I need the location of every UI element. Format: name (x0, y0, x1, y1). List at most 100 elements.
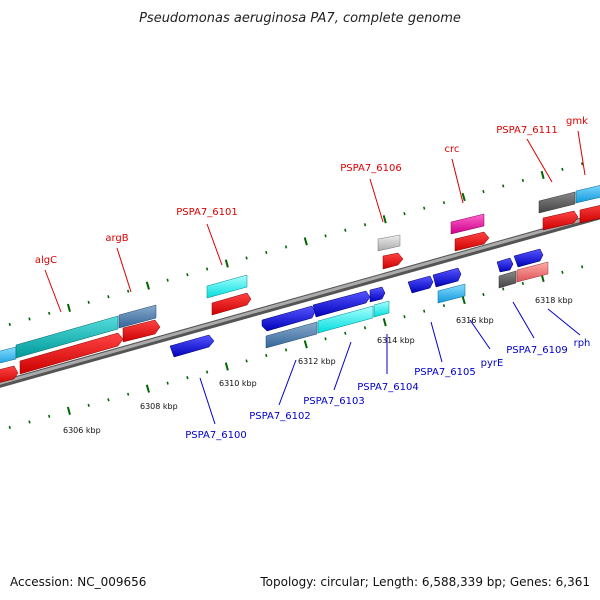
gene-blue-7[interactable] (496, 257, 514, 273)
gene-pspa7-6101[interactable] (206, 274, 248, 299)
scale-major-tick (382, 318, 387, 327)
label-pspa7-6106[interactable]: PSPA7_6106 (340, 163, 401, 174)
scale-minor-tick (580, 265, 584, 269)
gene-crc[interactable] (450, 213, 485, 235)
gene-algc-body[interactable] (15, 315, 119, 359)
gene-red-2[interactable] (19, 332, 124, 375)
gene-blue-8[interactable] (513, 248, 544, 268)
label-pspa7-6101[interactable]: PSPA7_6101 (176, 207, 237, 218)
scale-minor-tick (344, 331, 347, 335)
upper-scale-track (8, 162, 584, 327)
scale-major-tick (303, 237, 308, 246)
label-pspa7-6109[interactable]: PSPA7_6109 (506, 345, 567, 356)
scale-minor-tick (245, 359, 248, 363)
scale-minor-tick (48, 414, 51, 418)
label-pspa7-6102[interactable]: PSPA7_6102 (249, 411, 310, 422)
scale-minor-tick (186, 376, 189, 380)
scale-major-tick (224, 259, 229, 268)
scale-minor-tick (403, 212, 406, 216)
label-pspa7-6104[interactable]: PSPA7_6104 (357, 382, 418, 393)
scale-minor-tick (127, 289, 130, 293)
scale-minor-tick (127, 392, 130, 396)
scale-minor-tick (107, 295, 110, 299)
gene-red-3[interactable] (122, 319, 161, 343)
scale-minor-tick (205, 370, 209, 374)
scale-minor-tick (28, 420, 31, 424)
gene-pyre[interactable] (437, 283, 466, 304)
scale-major-tick (66, 406, 71, 415)
gene-pspa7-6109[interactable] (498, 270, 517, 289)
topology-text: Topology: circular; Length: 6,588,339 bp… (259, 575, 590, 589)
gene-pspa7-6100[interactable] (169, 334, 215, 358)
genome-backbone (0, 212, 600, 388)
scale-major-tick (145, 281, 150, 290)
gene-red-7[interactable] (542, 210, 579, 231)
scale-minor-tick (344, 228, 347, 232)
gene-blue-6[interactable] (432, 267, 462, 288)
gene-red-6[interactable] (454, 231, 490, 252)
scale-major-tick (382, 215, 387, 224)
gene-blue-4[interactable] (369, 286, 386, 303)
bottom-genes (169, 248, 549, 358)
gene-blue-2[interactable] (261, 305, 316, 332)
accession-text: Accession: NC_009656 (10, 575, 146, 589)
gene-pspa7-6111[interactable] (538, 191, 576, 214)
label-pspa7-6105[interactable]: PSPA7_6105 (414, 367, 475, 378)
label-gmk[interactable]: gmk (566, 116, 588, 127)
scale-minor-tick (28, 317, 31, 321)
scale-major-tick (66, 303, 71, 312)
label-algc[interactable]: algC (35, 255, 57, 266)
scale-minor-tick (324, 337, 327, 341)
scale-major-tick (224, 362, 229, 371)
label-argb[interactable]: argB (105, 233, 128, 244)
label-crc[interactable]: crc (445, 144, 460, 155)
scale-minor-tick (205, 267, 209, 271)
label-pspa7-6103[interactable]: PSPA7_6103 (303, 396, 364, 407)
scale-major-tick (540, 170, 545, 180)
scale-major-tick (303, 340, 308, 349)
gene-gmk[interactable] (575, 183, 600, 204)
scale-minor-tick (87, 300, 90, 304)
scale-minor-tick (482, 292, 485, 297)
gene-pspa7-6105[interactable] (407, 275, 434, 294)
gene-red-4[interactable] (211, 292, 252, 316)
scale-minor-tick (265, 353, 268, 358)
label-pyre[interactable]: pyrE (481, 358, 504, 369)
scale-label-6314: 6314 kbp (377, 336, 415, 345)
gene-pspa7-6103[interactable] (317, 305, 374, 334)
gene-pspa7-6102[interactable] (265, 321, 318, 349)
map-title: Pseudomonas aeruginosa PA7, complete gen… (139, 11, 461, 26)
scale-label-6312: 6312 kbp (298, 357, 336, 366)
scale-major-tick (145, 384, 150, 393)
scale-minor-tick (561, 167, 564, 171)
lower-scale-track (8, 265, 584, 430)
scale-minor-tick (502, 184, 505, 188)
gene-pspa7-6104[interactable] (373, 300, 390, 318)
gene-red-1[interactable] (0, 365, 19, 385)
gene-rph[interactable] (516, 261, 549, 283)
scale-minor-tick (284, 245, 288, 249)
scale-minor-tick (561, 270, 564, 274)
scale-minor-tick (442, 304, 446, 308)
scale-major-tick (461, 192, 466, 202)
label-rph[interactable]: rph (574, 338, 591, 349)
scale-minor-tick (166, 381, 169, 385)
gene-blue-3[interactable] (312, 290, 371, 318)
label-pspa7-6111[interactable]: PSPA7_6111 (496, 125, 557, 136)
scale-label-6308: 6308 kbp (140, 402, 178, 411)
scale-minor-tick (48, 311, 51, 315)
scale-major-tick (461, 295, 466, 305)
gene-argb[interactable] (118, 304, 157, 329)
gene-pspa7-6106[interactable] (377, 234, 401, 252)
gene-algc[interactable] (0, 346, 17, 366)
gene-red-5[interactable] (382, 252, 404, 270)
label-pspa7-6100[interactable]: PSPA7_6100 (185, 430, 246, 441)
gene-red-8[interactable] (579, 203, 600, 224)
scale-minor-tick (166, 278, 169, 282)
scale-label-6310: 6310 kbp (219, 379, 257, 388)
scale-minor-tick (521, 178, 525, 183)
scale-minor-tick (580, 162, 584, 166)
scale-minor-tick (423, 309, 426, 313)
